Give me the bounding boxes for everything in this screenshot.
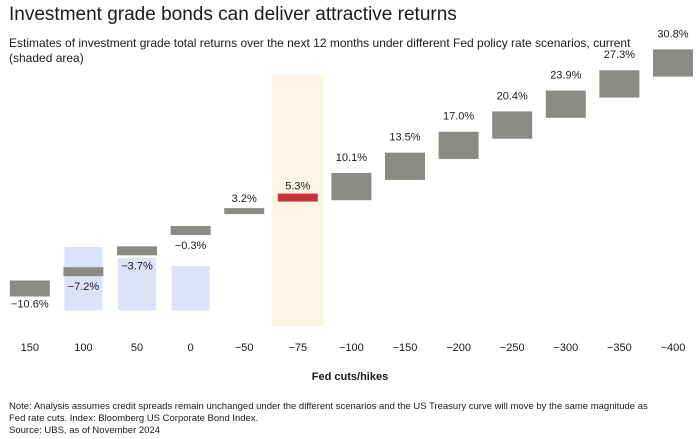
bar (331, 172, 372, 201)
x-tick-label: −50 (235, 342, 254, 354)
source-line: Source: UBS, as of November 2024 (9, 425, 161, 436)
bar (224, 208, 265, 215)
x-tick-label: −250 (500, 342, 525, 354)
bar (492, 111, 533, 139)
x-tick-label: −75 (288, 342, 307, 354)
range-bar (118, 258, 156, 311)
data-label: −7.2% (68, 281, 100, 293)
chart-notes: Note: Analysis assumes credit spreads re… (9, 401, 694, 437)
note-line: Note: Analysis assumes credit spreads re… (9, 401, 648, 412)
x-tick-label: −400 (661, 342, 686, 354)
x-tick-label: −150 (393, 342, 418, 354)
data-label: 5.3% (285, 181, 310, 193)
bar (385, 152, 425, 180)
x-tick-label: 100 (74, 342, 92, 354)
bar (170, 226, 211, 236)
x-tick-label: 0 (188, 342, 194, 354)
data-label: 20.4% (497, 90, 528, 102)
range-bar (64, 247, 103, 311)
chart-title: Investment grade bonds can deliver attra… (9, 4, 457, 25)
data-label: 30.8% (657, 28, 688, 40)
bar (63, 267, 104, 277)
data-label: 10.1% (336, 152, 367, 164)
x-tick-label: 150 (21, 342, 39, 354)
bar (9, 280, 50, 297)
x-tick-label: −200 (446, 342, 471, 354)
bar (599, 70, 640, 98)
x-tick-label: −300 (553, 342, 578, 354)
note-line: Fed rate cuts. Index: Bloomberg US Corpo… (9, 413, 259, 424)
data-label: 3.2% (232, 193, 257, 205)
range-bar (171, 266, 210, 311)
data-label: 13.5% (389, 132, 420, 144)
data-label: 23.9% (550, 70, 581, 82)
x-tick-label: 50 (131, 342, 143, 354)
bar (277, 193, 318, 202)
data-label: −10.6% (11, 299, 49, 311)
bar (438, 131, 479, 160)
data-label: −3.7% (121, 260, 153, 272)
data-label: 27.3% (604, 49, 635, 61)
x-axis-label: Fed cuts/hikes (312, 371, 388, 383)
data-label: 17.0% (443, 111, 474, 123)
x-tick-label: −350 (607, 342, 632, 354)
bar (117, 246, 157, 256)
bar (653, 49, 693, 77)
chart-subtitle: Estimates of investment grade total retu… (9, 36, 631, 65)
x-tick-label: −100 (339, 342, 364, 354)
data-label: −0.3% (175, 240, 207, 252)
bar (545, 90, 586, 118)
